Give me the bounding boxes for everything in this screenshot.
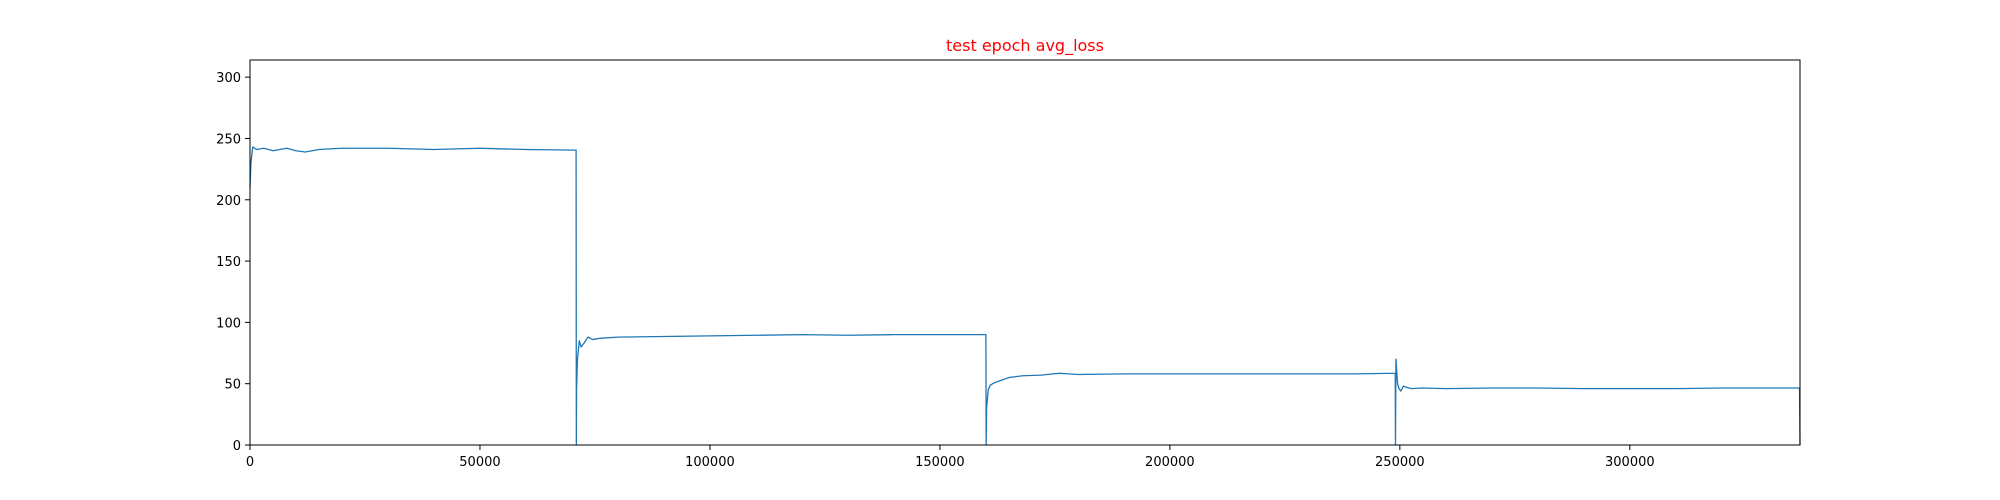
y-tick-label: 100 [216, 316, 241, 331]
series-line-0 [249, 146, 1801, 446]
x-tick-label: 200000 [1145, 455, 1195, 470]
x-tick-label: 100000 [685, 455, 735, 470]
x-tick-label: 300000 [1605, 455, 1655, 470]
y-tick-label: 200 [216, 194, 241, 209]
y-tick-label: 50 [224, 378, 241, 393]
plot-area [249, 146, 1801, 446]
x-tick-label: 50000 [459, 455, 500, 470]
y-tick-label: 0 [233, 439, 241, 454]
x-tick-label: 250000 [1375, 455, 1425, 470]
x-tick-label: 150000 [915, 455, 965, 470]
y-tick-label: 250 [216, 132, 241, 147]
y-tick-label: 300 [216, 71, 241, 86]
axes-frame [249, 59, 1801, 446]
x-axis: 0 50000 100000 150000 200000 250000 300000 [246, 445, 1655, 470]
y-axis: 0 50 100 150 200 250 300 [216, 71, 250, 454]
y-tick-label: 150 [216, 255, 241, 270]
x-tick-label: 0 [246, 455, 254, 470]
chart-title: test epoch avg_loss [946, 36, 1104, 56]
